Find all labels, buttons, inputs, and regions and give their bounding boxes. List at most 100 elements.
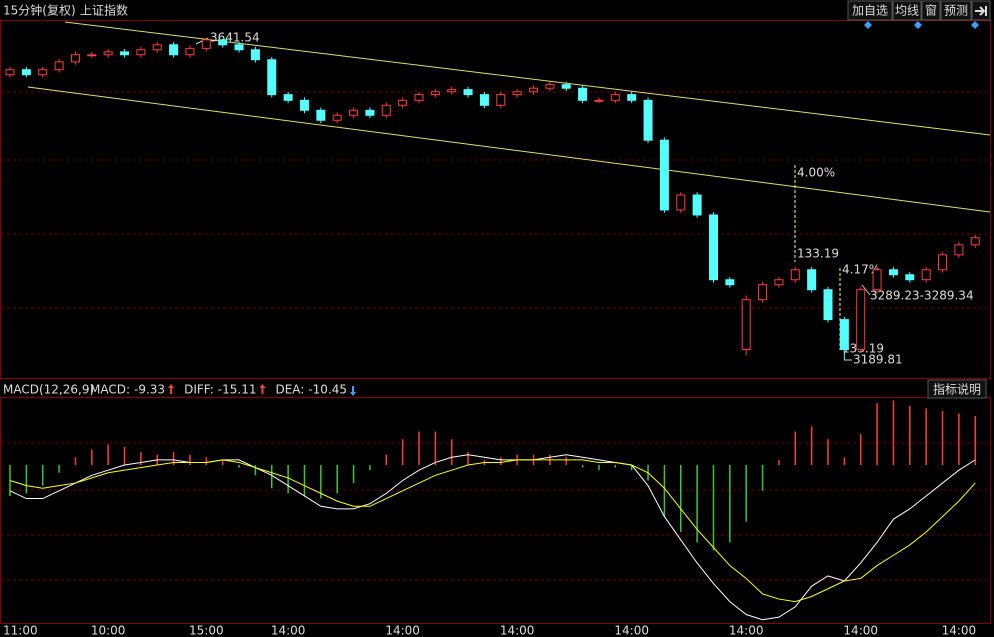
period-label: 15分钟(复权)	[3, 3, 76, 18]
button-label[interactable]: 加自选	[852, 4, 888, 18]
legend-label: DEA:	[275, 383, 304, 397]
candle-body	[250, 49, 260, 61]
candle-body	[201, 39, 211, 49]
candle-body	[349, 109, 359, 116]
button[interactable]	[940, 0, 972, 21]
trend-arrow	[168, 384, 175, 394]
candle-body	[741, 299, 751, 351]
indicator-title: MACD(12,26,9)	[3, 383, 94, 397]
annotation: 4.00%	[797, 166, 835, 180]
marker-icon	[864, 21, 979, 29]
candle-body	[610, 94, 620, 101]
legend-label: MACD:	[90, 383, 130, 397]
candle-body	[169, 44, 179, 56]
candle-body	[267, 59, 277, 96]
x-tick-label: 14:00	[385, 624, 420, 637]
button-label[interactable]: 窗	[925, 4, 937, 18]
candle-body	[905, 274, 915, 281]
candle-body	[970, 237, 980, 246]
candle-body	[103, 51, 113, 56]
x-tick-label: 14:00	[500, 624, 535, 637]
candle-body	[38, 69, 48, 76]
candle-body	[136, 49, 146, 56]
candle-body	[5, 69, 15, 76]
legend-label: DIFF:	[184, 383, 214, 397]
candle-body	[479, 94, 489, 106]
candle-body	[414, 94, 424, 101]
button[interactable]	[927, 379, 987, 399]
button-label[interactable]: 均线	[895, 4, 919, 18]
legend-value: -9.33	[134, 383, 165, 397]
candle-body	[938, 254, 948, 271]
candle-body	[594, 99, 604, 102]
candle-body	[872, 269, 882, 291]
x-tick-label: 14:00	[942, 624, 977, 637]
indicator-line	[9, 454, 976, 621]
candle-body	[299, 99, 309, 111]
toolbar: 加自选 均线 窗 预测	[847, 0, 991, 29]
candle-body	[152, 44, 162, 51]
candle-body	[888, 269, 898, 276]
candle-body	[332, 114, 342, 121]
x-tick-label: 11:00	[3, 624, 38, 637]
candle-body	[447, 89, 457, 93]
annotation: 3289.23-3289.34	[870, 289, 974, 303]
annotation: 4.17%	[842, 263, 880, 277]
candle-body	[87, 54, 97, 57]
candle-body	[381, 104, 391, 116]
candle-body	[774, 279, 784, 286]
candle-body	[823, 289, 833, 321]
candle-body	[921, 269, 931, 281]
candle-body	[430, 91, 440, 96]
candle-body	[790, 269, 800, 281]
trend-arrow	[350, 386, 357, 396]
legend: MACD: -9.33 DIFF: -15.11 DEA: -10.45	[90, 383, 357, 397]
candle-body	[692, 194, 702, 216]
annotation: 133.19	[797, 247, 839, 261]
trend-arrow	[259, 384, 266, 394]
symbol-label: 上证指数	[80, 3, 128, 18]
annotation: 3189.81	[853, 353, 903, 367]
trend-line	[27, 86, 991, 213]
button[interactable]	[847, 0, 893, 21]
indicator-line	[9, 459, 976, 603]
x-tick-label: 14:00	[729, 624, 764, 637]
candle-body	[627, 94, 637, 101]
candle-body	[365, 109, 375, 116]
candle-body	[120, 51, 130, 56]
candle-body	[758, 284, 768, 301]
button[interactable]	[892, 0, 922, 21]
candle-body	[316, 109, 326, 121]
candle-body	[496, 94, 506, 106]
x-tick-label: 15:00	[189, 624, 224, 637]
candle-body	[839, 319, 849, 351]
annotation: 3641.54	[210, 31, 260, 45]
candle-body	[676, 194, 686, 211]
candle-body	[512, 91, 522, 96]
x-tick-label: 14:00	[614, 624, 649, 637]
trend-line	[64, 21, 991, 136]
candle-body	[185, 47, 195, 56]
legend-value: -10.45	[308, 383, 347, 397]
candle-body	[54, 61, 64, 71]
x-tick-label: 14:00	[271, 624, 306, 637]
candle-body	[398, 99, 408, 106]
candle-body	[234, 44, 244, 51]
exit-icon[interactable]	[975, 6, 987, 16]
legend-value: -15.11	[218, 383, 257, 397]
candle-body	[70, 54, 80, 63]
button-label[interactable]: 指标说明	[933, 382, 981, 397]
candle-body	[725, 279, 735, 286]
candle-body	[561, 84, 571, 89]
candle-body	[463, 89, 473, 96]
candle-body	[659, 139, 669, 211]
annotation-line	[861, 284, 871, 296]
button[interactable]	[921, 0, 941, 21]
button-label[interactable]: 预测	[944, 4, 968, 18]
price-frame	[0, 20, 991, 379]
macd-frame	[0, 397, 991, 624]
candle-body	[545, 84, 555, 89]
candle-body	[578, 87, 588, 101]
candle-body	[954, 244, 964, 256]
